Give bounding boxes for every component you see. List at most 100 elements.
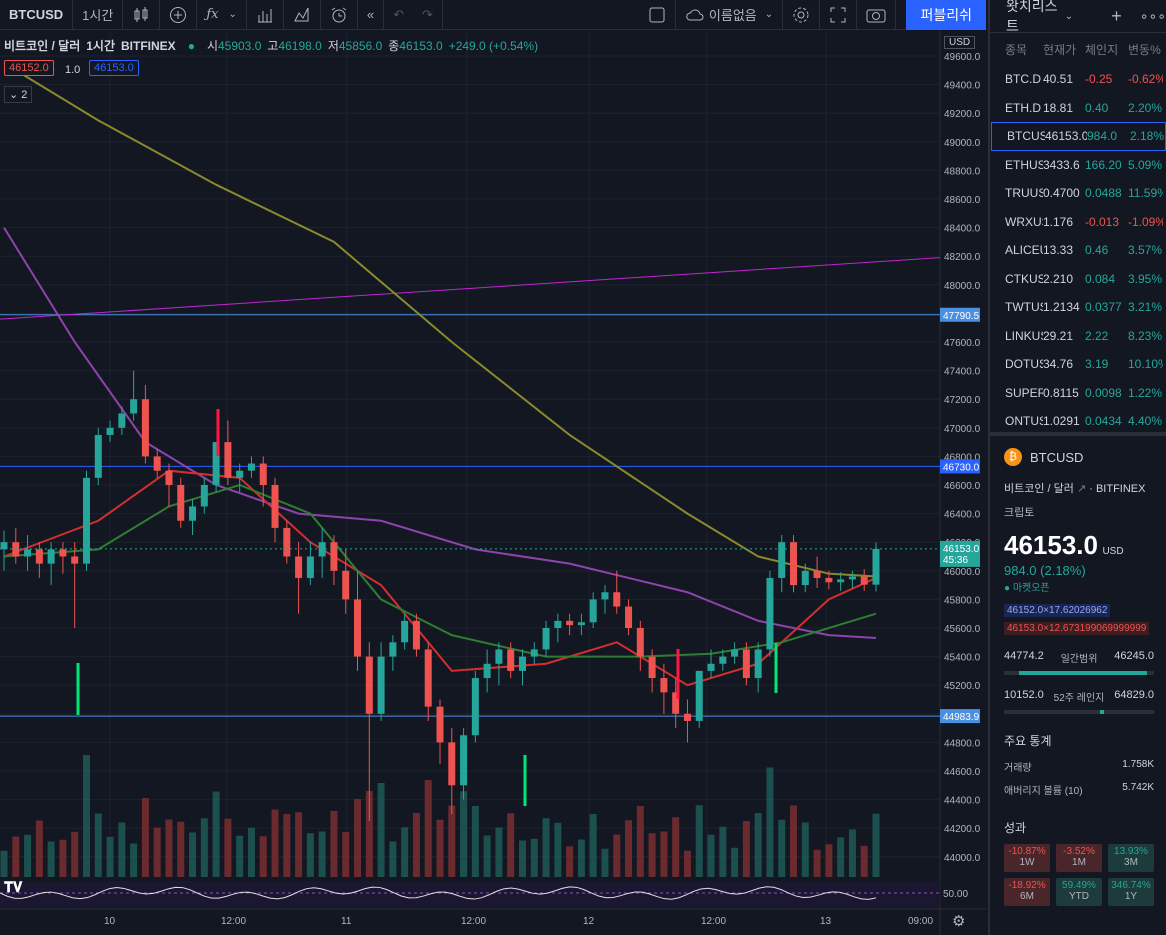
- candles-style-button[interactable]: [123, 0, 161, 30]
- undo-button[interactable]: ↶: [384, 0, 413, 30]
- candle-body: [837, 579, 845, 583]
- watchlist-row[interactable]: TWTUSD1.2134 0.0377 3.21%: [990, 293, 1166, 322]
- volume-bar: [518, 840, 526, 877]
- watchlist-pct: 2.20%: [1128, 100, 1163, 115]
- watchlist-title-button[interactable]: 왓치리스트: [1006, 0, 1058, 34]
- interval-button[interactable]: 1시간: [73, 0, 124, 30]
- perf-cell[interactable]: -3.52% 1M: [1056, 844, 1102, 872]
- watchlist-row[interactable]: DOTUSD34.76 3.19 10.10%: [990, 350, 1166, 379]
- volume-bar: [872, 813, 880, 877]
- tradingview-logo[interactable]: 𝐓𝐕: [4, 879, 23, 895]
- perf-cell[interactable]: 346.74% 1Y: [1108, 878, 1154, 906]
- chevron-down-icon[interactable]: ⌄: [1064, 10, 1074, 22]
- day-range-bar: [1004, 671, 1154, 675]
- watchlist-row[interactable]: WRXUSD1.176 -0.013 -1.09%: [990, 208, 1166, 237]
- col-pct[interactable]: 변동%: [1128, 42, 1161, 57]
- candle-body: [683, 713, 691, 721]
- watchlist-row[interactable]: SUPERUSD0.8115 0.0098 1.22%: [990, 379, 1166, 408]
- templates-button[interactable]: [284, 0, 321, 30]
- candle-body: [460, 735, 468, 786]
- publish-button[interactable]: 퍼블리쉬: [906, 0, 986, 30]
- price-chart[interactable]: 49600.0 49400.0 49200.0 49000.0 48800.0 48600…: [0, 31, 986, 935]
- detail-symbol[interactable]: BTCUSD: [1030, 449, 1084, 465]
- candle-body: [813, 570, 821, 578]
- col-symbol[interactable]: 종목: [1005, 42, 1028, 57]
- volume-bar: [259, 836, 267, 877]
- detail-change: 984.0 (2.18%): [1004, 563, 1086, 578]
- chevron-down-icon: ⌄: [9, 89, 22, 101]
- watchlist-pct: 3.95%: [1128, 271, 1163, 286]
- perf-cell[interactable]: -10.87% 1W: [1004, 844, 1050, 872]
- add-symbol-icon[interactable]: +: [1111, 5, 1122, 26]
- watchlist-change: 166.20: [1085, 157, 1122, 172]
- watchlist-row[interactable]: TRUUSD0.4700 0.0488 11.59%: [990, 179, 1166, 208]
- watchlist-row[interactable]: CTKUSD2.210 0.084 3.95%: [990, 265, 1166, 294]
- perf-period: 1W: [1019, 857, 1035, 868]
- candle-body: [566, 620, 574, 626]
- snapshot-button[interactable]: [857, 0, 897, 30]
- price-tick: 44400.0: [944, 796, 981, 807]
- col-price[interactable]: 현재가: [1043, 42, 1077, 57]
- candle-body: [577, 622, 585, 626]
- candle-body: [247, 463, 255, 471]
- symbol-label: BTCUSD: [9, 7, 64, 22]
- external-link-icon[interactable]: ↗: [1076, 483, 1087, 495]
- watchlist-price: 34.76: [1043, 357, 1074, 372]
- watchlist-price: 18.81: [1043, 100, 1074, 115]
- volume-value: 1.758K: [1122, 759, 1154, 770]
- replay-button[interactable]: «: [358, 0, 385, 30]
- price-tick: 46000.0: [944, 567, 981, 578]
- ask-button[interactable]: 46153.0: [89, 60, 139, 76]
- volume-bar: [342, 832, 350, 877]
- chart-pane[interactable]: 49600.0 49400.0 49200.0 49000.0 48800.0 48600…: [0, 31, 986, 935]
- gear-icon[interactable]: ⚙: [952, 913, 966, 930]
- candle-body: [554, 620, 562, 628]
- layout-button[interactable]: [247, 0, 284, 30]
- price-tick: 45200.0: [944, 681, 981, 692]
- volume-bar: [12, 836, 20, 877]
- watchlist-row[interactable]: ALICEUSD13.33 0.46 3.57%: [990, 236, 1166, 265]
- watchlist-row[interactable]: ONTUSD1.0291 0.0434 4.40%: [990, 407, 1166, 436]
- fullscreen-button[interactable]: [820, 0, 858, 30]
- perf-cell[interactable]: 13.93% 3M: [1108, 844, 1154, 872]
- redo-button[interactable]: ↷: [413, 0, 443, 30]
- settings-button[interactable]: [783, 0, 821, 30]
- volume-bar: [177, 821, 185, 877]
- volume-bar: [283, 814, 291, 877]
- candle-body: [766, 577, 774, 650]
- watchlist-row[interactable]: LINKUSD29.21 2.22 8.23%: [990, 322, 1166, 351]
- symbol-search-button[interactable]: BTCUSD: [0, 0, 74, 30]
- compare-button[interactable]: [160, 0, 198, 30]
- alert-button[interactable]: [321, 0, 358, 30]
- bid-button[interactable]: 46152.0: [4, 60, 54, 76]
- countdown-label: 45:36: [943, 555, 968, 566]
- volume-bar: [848, 829, 856, 877]
- watchlist-pct: 10.10%: [1128, 357, 1163, 372]
- candle-body: [365, 656, 373, 714]
- watchlist-row[interactable]: ETHUSD3433.6 166.20 5.09%: [990, 151, 1166, 180]
- indicators-button[interactable]: ƒx ⌄: [197, 0, 247, 30]
- candle-body: [224, 442, 232, 478]
- perf-cell[interactable]: -18.92% 6M: [1004, 878, 1050, 906]
- candle-body: [118, 413, 126, 428]
- week52-high: 64829.0: [1114, 689, 1154, 701]
- watchlist-symbol: ETHUSD: [1005, 157, 1043, 172]
- layout-select-button[interactable]: [639, 0, 676, 30]
- bars-icon: [257, 8, 272, 22]
- watchlist-row[interactable]: ETH.D 18.81 0.40 2.20%: [990, 94, 1166, 123]
- collapse-indicators-button[interactable]: ⌄ 2: [4, 86, 33, 103]
- currency-button[interactable]: USD: [944, 36, 976, 49]
- col-change[interactable]: 체인지: [1085, 42, 1119, 57]
- time-tick: 11: [341, 916, 352, 927]
- candle-body: [860, 576, 868, 585]
- volume-bar: [424, 780, 432, 877]
- volume-bar: [106, 836, 114, 877]
- ask-size: 46153.0×12.673199069999999: [1004, 622, 1150, 635]
- perf-cell[interactable]: 59.49% YTD: [1056, 878, 1102, 906]
- more-icon[interactable]: ∘∘∘: [1139, 7, 1166, 24]
- save-layout-button[interactable]: 이름없음 ⌄: [676, 0, 784, 30]
- volume-bar: [247, 827, 255, 877]
- watchlist-row[interactable]: BTC.D 40.51 -0.25 -0.62%: [990, 65, 1166, 94]
